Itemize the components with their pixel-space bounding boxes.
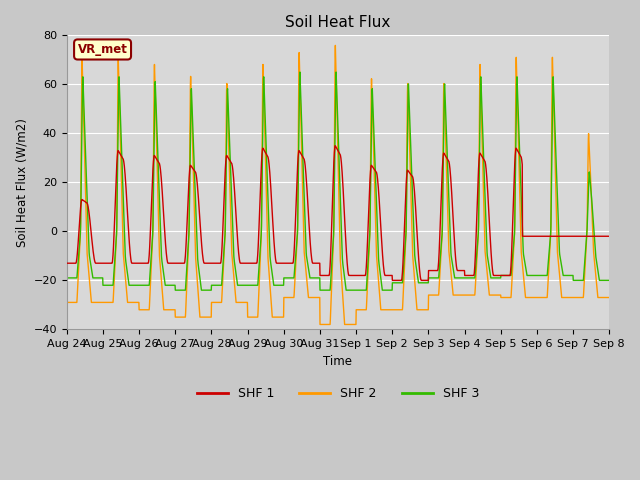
Legend: SHF 1, SHF 2, SHF 3: SHF 1, SHF 2, SHF 3 [191,383,484,406]
Y-axis label: Soil Heat Flux (W/m2): Soil Heat Flux (W/m2) [15,118,28,247]
Text: VR_met: VR_met [77,43,127,56]
Title: Soil Heat Flux: Soil Heat Flux [285,15,390,30]
X-axis label: Time: Time [323,355,353,368]
